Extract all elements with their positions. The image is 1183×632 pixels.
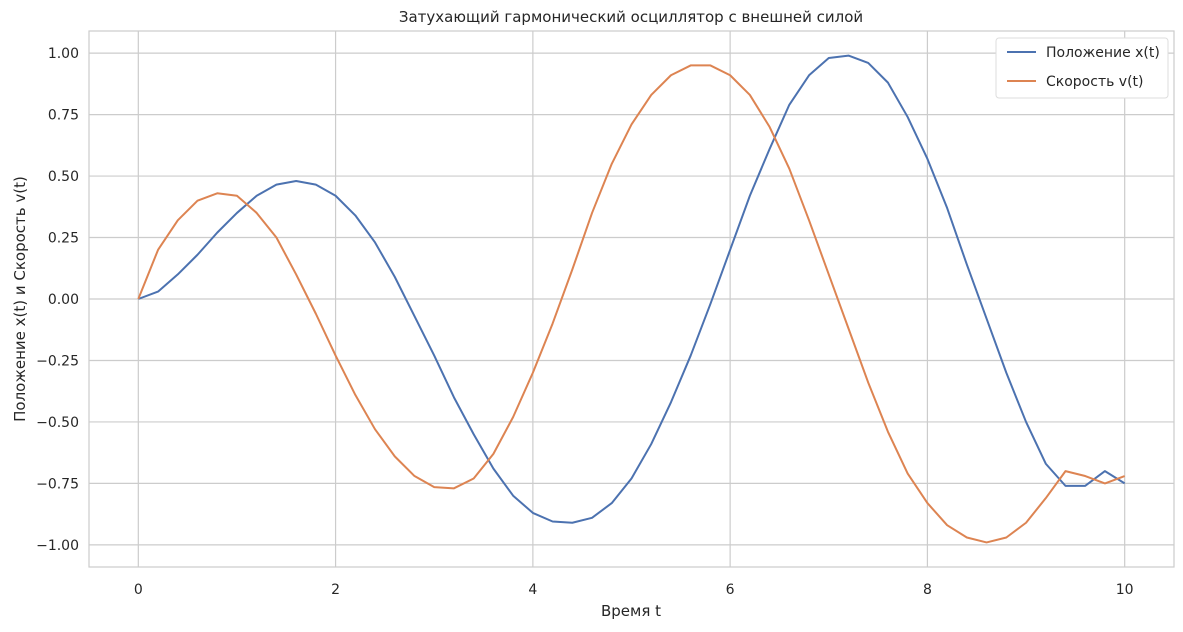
legend: Положение x(t) Скорость v(t) (995, 37, 1169, 99)
y-tick-label: −0.75 (36, 476, 79, 492)
x-tick-label: 4 (528, 582, 537, 598)
y-tick-label: −0.25 (36, 353, 79, 369)
series-line-velocity (137, 64, 1126, 544)
legend-label-velocity: Скорость v(t) (1046, 74, 1144, 90)
y-tick-label: −1.00 (36, 538, 79, 554)
y-axis-label: Положение x(t) и Скорость v(t) (11, 176, 29, 422)
y-tick-label: 1.00 (48, 46, 79, 62)
legend-box (995, 37, 1169, 99)
series-line-position (137, 54, 1126, 524)
x-axis-label: Время t (601, 602, 661, 620)
legend-label-position: Положение x(t) (1046, 45, 1160, 61)
y-tick-label: 0.50 (48, 169, 79, 185)
grid (89, 31, 1174, 567)
y-tick-label: 0.25 (48, 231, 79, 247)
y-tick-label: 0.75 (48, 108, 79, 124)
x-tick-label: 8 (923, 582, 932, 598)
tick-labels: 0 2 4 6 8 10 1.00 0.75 0.50 0.25 0.00 −0.25 −0.50 −0.… (36, 46, 1134, 598)
x-tick-label: 2 (331, 582, 340, 598)
x-tick-label: 6 (726, 582, 735, 598)
x-tick-label: 0 (134, 582, 143, 598)
series-group (137, 54, 1126, 544)
plot-frame (88, 30, 1175, 568)
y-tick-label: −0.50 (36, 415, 79, 431)
y-tick-label: 0.00 (48, 292, 79, 308)
chart-title: Затухающий гармонический осциллятор с вн… (399, 8, 863, 26)
x-tick-label: 10 (1116, 582, 1134, 598)
